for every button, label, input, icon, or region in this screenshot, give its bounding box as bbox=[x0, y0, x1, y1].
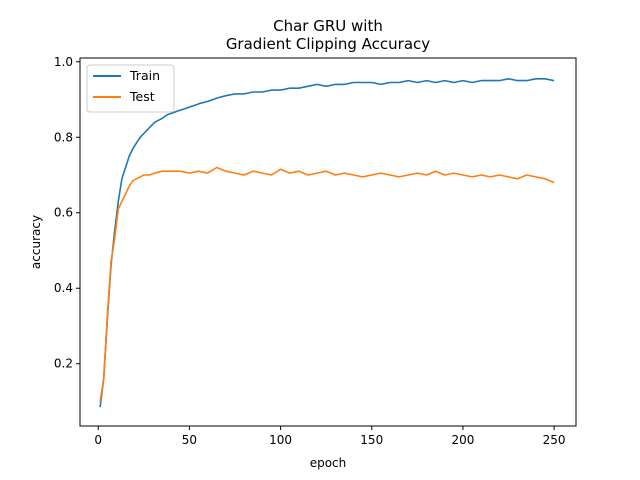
series-line-test bbox=[99, 166, 555, 402]
x-tick-label: 0 bbox=[94, 433, 102, 447]
x-tick-label: 150 bbox=[360, 433, 383, 447]
x-tick-label: 200 bbox=[451, 433, 474, 447]
legend: Train Test bbox=[86, 64, 175, 113]
legend-train-label: Train bbox=[129, 68, 160, 83]
y-tick-label: 1.0 bbox=[54, 55, 73, 69]
y-tick-label: 0.6 bbox=[54, 206, 73, 220]
y-axis-ticks: 0.2 0.4 0.6 0.8 1.0 bbox=[54, 55, 80, 371]
x-axis-ticks: 0 50 100 150 200 250 bbox=[94, 426, 566, 447]
chart-title-line-2: Gradient Clipping Accuracy bbox=[226, 35, 430, 53]
y-tick-label: 0.4 bbox=[54, 281, 73, 295]
plot-frame bbox=[79, 57, 577, 427]
x-tick-label: 100 bbox=[269, 433, 292, 447]
series-lines bbox=[99, 78, 555, 408]
y-tick-label: 0.8 bbox=[54, 130, 73, 144]
y-tick-label: 0.2 bbox=[54, 357, 73, 371]
x-tick-label: 50 bbox=[182, 433, 197, 447]
x-tick-label: 250 bbox=[543, 433, 566, 447]
series-line-train bbox=[99, 78, 555, 408]
y-axis-label: accuracy bbox=[29, 215, 43, 269]
chart-title-line-1: Char GRU with bbox=[273, 17, 383, 35]
legend-test-label: Test bbox=[129, 89, 155, 104]
x-axis-label: epoch bbox=[310, 456, 347, 470]
